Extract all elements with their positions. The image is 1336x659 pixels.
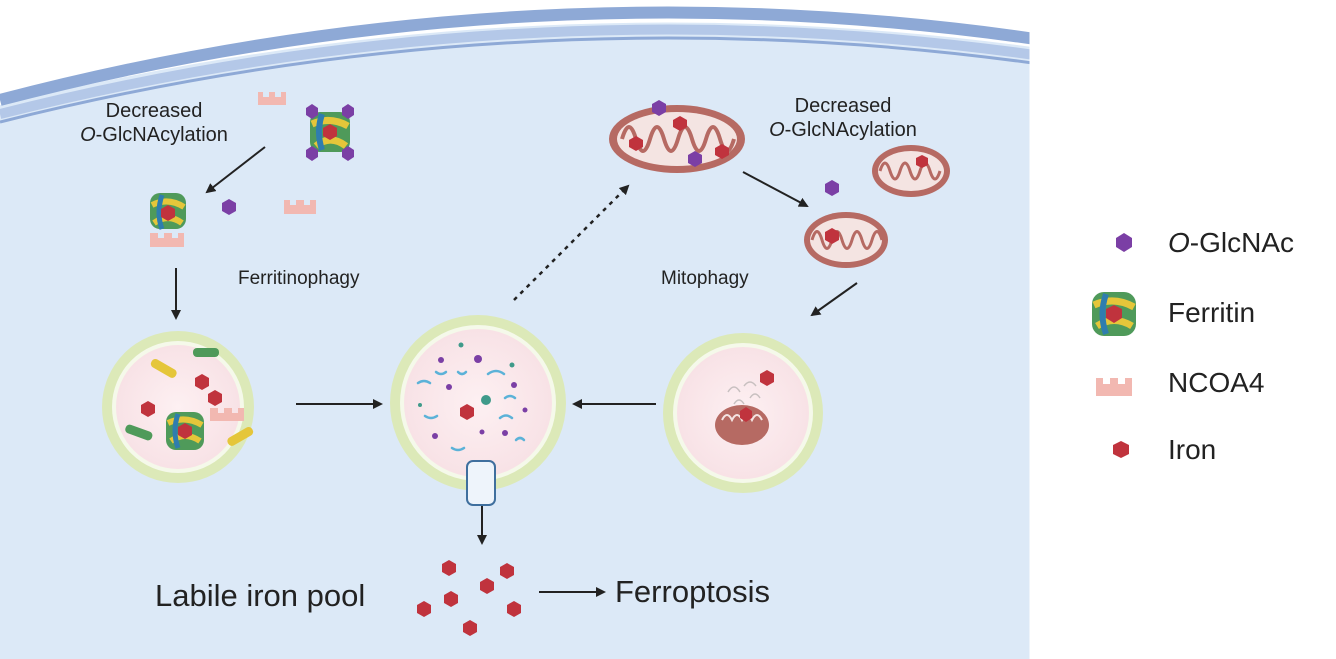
cytoplasm [0, 22, 1336, 659]
iron-hexagon-icon [1113, 441, 1129, 458]
mitochondrion [872, 145, 950, 197]
ferritinophagy-lysosome [102, 331, 254, 483]
label-line: Decreased [794, 95, 892, 117]
legend-icons [1092, 233, 1136, 458]
labile-iron-pool [417, 560, 521, 636]
mitochondrion [804, 212, 888, 268]
mitophagy-lysosome [663, 333, 823, 493]
legend-item-ncoa4: NCOA4 [1168, 367, 1264, 399]
o-glcnac-hexagon-icon [825, 180, 839, 196]
ferritinophagy-label: Ferritinophagy [238, 268, 360, 289]
arrow [205, 146, 266, 194]
ferritin-icon [1092, 292, 1136, 336]
legend-label: -GlcNAc [1189, 227, 1295, 258]
decreased-o-glcnacylation-label-right: Decreased O-GlcNAcylation [743, 94, 943, 142]
label-line: O-GlcNAcylation [743, 118, 943, 142]
legend-item-ferritin: Ferritin [1168, 297, 1255, 329]
ncoa4-icon [1096, 378, 1132, 396]
ncoa4-icon [284, 200, 316, 214]
label-text: -GlcNAcylation [784, 119, 917, 141]
legend-label: Ferritin [1168, 297, 1256, 328]
central-lysosome [390, 315, 566, 506]
italic-o: O [769, 119, 785, 141]
ferritin-glcnacylated [306, 104, 354, 161]
labile-iron-pool-label: Labile iron pool [155, 578, 366, 613]
ncoa4-icon [258, 92, 286, 105]
mitochondrion-glcnacylated [609, 100, 745, 173]
ferritin-ncoa4-complex [150, 193, 186, 247]
arrow [742, 171, 809, 207]
legend-label: Iron [1168, 434, 1217, 465]
label-line: Decreased [105, 100, 203, 122]
legend-item-iron: Iron [1168, 434, 1216, 466]
italic-o: O [1168, 227, 1190, 258]
legend-label: NCOA4 [1168, 367, 1265, 398]
ferroptosis-label: Ferroptosis [615, 574, 771, 609]
arrow [810, 282, 858, 317]
label-text: -GlcNAcylation [95, 124, 228, 146]
o-glcnac-hexagon-icon [1116, 233, 1132, 252]
label-line: O-GlcNAcylation [54, 123, 254, 147]
mitophagy-label: Mitophagy [661, 268, 749, 289]
italic-o: O [80, 124, 96, 146]
decreased-o-glcnacylation-label-left: Decreased O-GlcNAcylation [54, 99, 254, 147]
o-glcnac-hexagon-icon [222, 199, 236, 215]
legend-item-o-glcnac: O-GlcNAc [1168, 227, 1294, 259]
